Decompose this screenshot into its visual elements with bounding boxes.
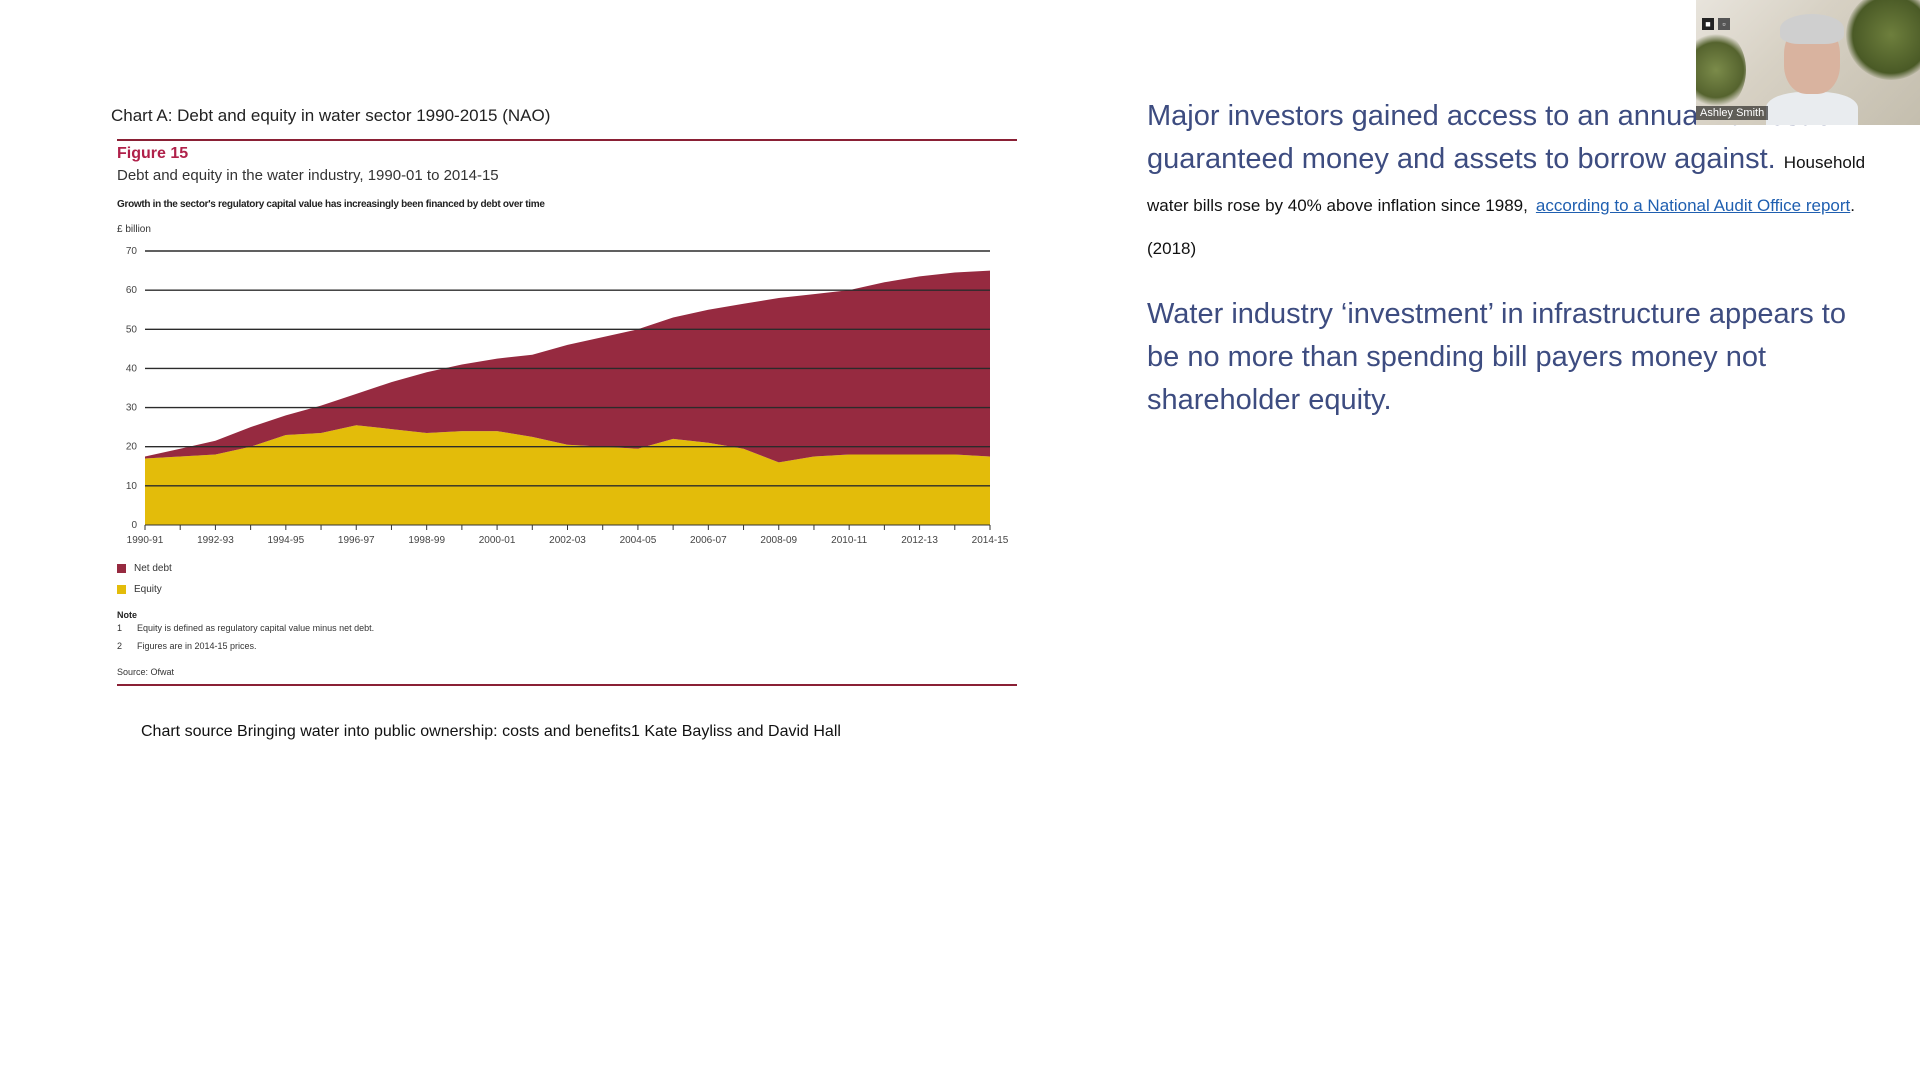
notes-title: Note	[117, 610, 137, 620]
legend-label-equity: Equity	[134, 584, 162, 595]
figure-label: Figure 15	[117, 145, 189, 162]
x-tick-label: 2002-03	[549, 535, 586, 546]
person-hair	[1780, 14, 1844, 44]
x-tick-label: 2000-01	[479, 535, 516, 546]
legend-swatch-equity	[117, 585, 126, 594]
y-tick-label: 20	[126, 442, 138, 453]
year-text: . (2018)	[1147, 196, 1856, 258]
y-tick-label: 30	[126, 403, 138, 414]
x-tick-label: 1996-97	[338, 535, 375, 546]
legend-label-net-debt: Net debt	[134, 563, 172, 574]
x-tick-label: 2014-15	[972, 535, 1009, 546]
x-tick-label: 2008-09	[760, 535, 797, 546]
note-number: 2	[117, 641, 123, 651]
person-shirt	[1766, 92, 1858, 125]
x-tick-label: 2010-11	[831, 535, 867, 546]
participant-name: Ashley Smith	[1696, 106, 1769, 120]
chart-source-credit: Chart source Bringing water into public …	[141, 723, 841, 740]
y-tick-label: 40	[126, 363, 138, 374]
webcam-video-tile[interactable]: ■ ▫ Ashley Smith	[1696, 0, 1920, 125]
note-2: 2 Figures are in 2014-15 prices.	[117, 641, 257, 651]
y-axis-unit: £ billion	[117, 224, 151, 235]
figure-subtitle: Growth in the sector's regulatory capita…	[117, 199, 545, 210]
note-number: 1	[117, 623, 123, 633]
legend-swatch-net-debt	[117, 564, 126, 573]
tile-expand-icon[interactable]: ▫	[1718, 18, 1730, 30]
x-tick-label: 1994-95	[267, 535, 304, 546]
area-series-equity	[145, 425, 990, 525]
x-tick-label: 1990-91	[127, 535, 164, 546]
y-tick-label: 50	[126, 324, 138, 335]
x-tick-label: 2004-05	[620, 535, 657, 546]
nao-report-link[interactable]: according to a National Audit Office rep…	[1535, 196, 1851, 215]
bills-text: Household water bills rose by 40% above …	[1147, 153, 1866, 215]
note-text: Figures are in 2014-15 prices.	[137, 641, 257, 651]
x-tick-label: 1992-93	[197, 535, 234, 546]
background-plant	[1846, 0, 1920, 80]
chart-caption: Chart A: Debt and equity in water sector…	[111, 106, 551, 125]
y-tick-label: 60	[126, 285, 138, 296]
figure-bottom-rule	[117, 684, 1017, 686]
background-plant	[1696, 30, 1746, 110]
figure-title: Debt and equity in the water industry, 1…	[117, 167, 499, 184]
legend-net-debt: Net debt	[117, 563, 172, 574]
y-tick-label: 10	[126, 481, 138, 492]
x-tick-label: 2012-13	[901, 535, 938, 546]
legend-equity: Equity	[117, 584, 162, 595]
figure-top-rule	[117, 139, 1017, 141]
x-tick-label: 1998-99	[408, 535, 445, 546]
stacked-area-chart: 0 10 20 30 40 50 60 70 1990-91 1992-93 1994-95 1996…	[126, 246, 1009, 546]
y-tick-label: 70	[126, 246, 138, 257]
note-1: 1 Equity is defined as regulatory capita…	[117, 623, 374, 633]
y-tick-label: 0	[131, 520, 137, 531]
x-tick-label: 2006-07	[690, 535, 727, 546]
note-text: Equity is defined as regulatory capital …	[137, 623, 375, 633]
tile-pin-icon[interactable]: ■	[1702, 18, 1714, 30]
heading-investment: Water industry ‘investment’ in infrastru…	[1147, 298, 1846, 416]
area-series-net-debt	[145, 270, 990, 463]
figure-source: Source: Ofwat	[117, 667, 175, 677]
